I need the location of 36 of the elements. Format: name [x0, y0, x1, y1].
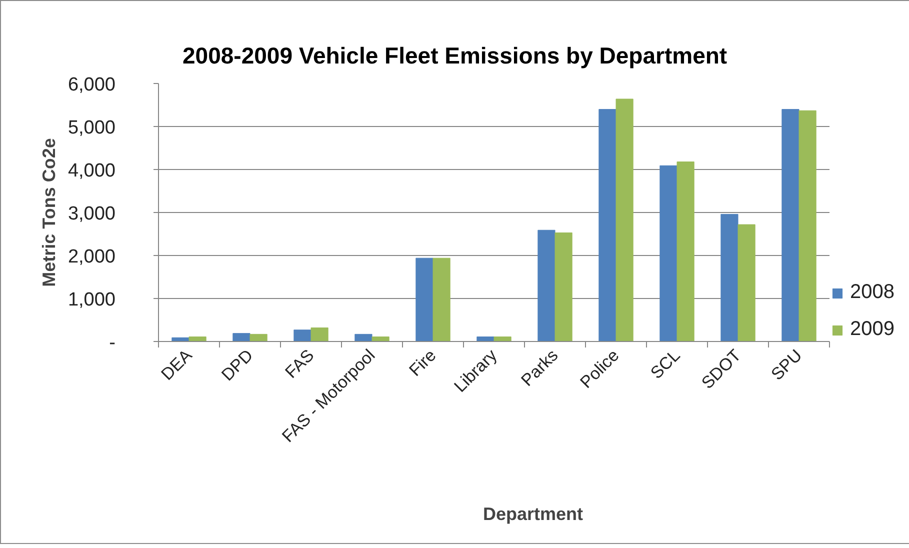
y-tick-label: 5,000: [68, 118, 116, 138]
bar: [372, 336, 390, 342]
bar: [554, 232, 572, 342]
bar: [432, 258, 450, 342]
bar: [250, 334, 268, 342]
y-tick-label: -: [109, 332, 116, 354]
x-tick-label: SCL: [646, 346, 684, 383]
bar: [676, 162, 694, 342]
bar: [598, 109, 616, 342]
bar: [310, 327, 328, 342]
bar: [782, 109, 800, 342]
bar: [294, 330, 312, 342]
bar: [738, 224, 756, 342]
bar: [494, 336, 512, 342]
bar: [660, 165, 678, 342]
bar: [798, 110, 816, 342]
y-tick-label: 6,000: [68, 74, 116, 96]
bar: [616, 98, 634, 342]
y-tick-label: 3,000: [68, 204, 116, 224]
y-axis-title: Metric Tons Co2e: [38, 138, 59, 287]
bar: [416, 258, 434, 342]
legend-label: 2009: [850, 318, 894, 341]
y-tick-label: 2,000: [68, 246, 116, 268]
y-tick-label: 1,000: [68, 290, 116, 310]
chart-title: 2008-2009 Vehicle Fleet Emissions by Department: [182, 42, 728, 68]
y-tick-label: 4,000: [68, 160, 116, 182]
bar: [720, 214, 738, 342]
x-axis-title: Department: [482, 504, 584, 524]
bar: [538, 230, 556, 342]
x-tick-label: DEA: [158, 345, 196, 384]
bar: [232, 333, 250, 342]
bar: [188, 336, 206, 342]
bar: [354, 334, 372, 342]
x-tick-label: FAS: [282, 346, 318, 382]
legend-label: 2008: [850, 281, 894, 304]
x-tick-label: Fire: [406, 346, 440, 380]
